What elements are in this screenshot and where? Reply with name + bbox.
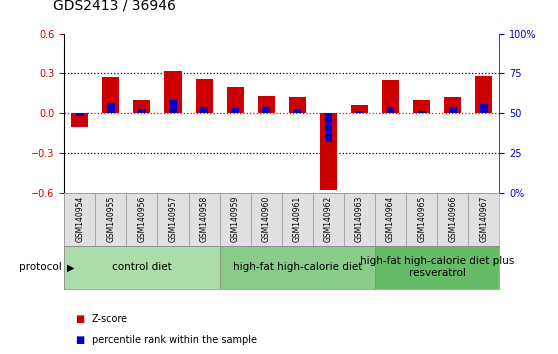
Bar xyxy=(375,246,499,289)
Bar xyxy=(71,113,88,127)
Text: GSM140964: GSM140964 xyxy=(386,195,395,242)
Bar xyxy=(289,97,306,113)
Bar xyxy=(355,110,363,113)
Text: GSM140963: GSM140963 xyxy=(355,195,364,242)
Bar xyxy=(220,246,375,289)
Bar xyxy=(64,246,220,289)
Bar xyxy=(382,80,399,113)
Bar xyxy=(138,109,146,113)
Text: GSM140957: GSM140957 xyxy=(169,195,177,242)
Text: ■: ■ xyxy=(75,314,85,324)
Text: ▶: ▶ xyxy=(67,262,74,272)
Bar xyxy=(195,79,213,113)
Text: percentile rank within the sample: percentile rank within the sample xyxy=(92,335,257,345)
Bar xyxy=(107,103,114,113)
Bar xyxy=(480,104,488,113)
Bar xyxy=(406,193,437,246)
Text: protocol: protocol xyxy=(18,262,61,272)
Text: GSM140962: GSM140962 xyxy=(324,195,333,241)
Bar xyxy=(157,193,189,246)
Bar xyxy=(126,193,157,246)
Bar xyxy=(76,113,84,116)
Bar xyxy=(165,71,181,113)
Bar xyxy=(294,109,301,113)
Text: GSM140955: GSM140955 xyxy=(107,195,116,242)
Bar xyxy=(251,193,282,246)
Bar xyxy=(95,193,126,246)
Text: GSM140967: GSM140967 xyxy=(479,195,488,242)
Bar xyxy=(320,113,337,190)
Bar xyxy=(262,107,270,113)
Bar xyxy=(227,87,244,113)
Bar xyxy=(475,76,492,113)
Text: GSM140960: GSM140960 xyxy=(262,195,271,242)
Text: GSM140961: GSM140961 xyxy=(293,195,302,241)
Bar xyxy=(344,193,375,246)
Bar xyxy=(169,100,177,113)
Text: high-fat high-calorie diet: high-fat high-calorie diet xyxy=(233,262,362,272)
Text: GDS2413 / 36946: GDS2413 / 36946 xyxy=(53,0,176,12)
Bar xyxy=(102,78,119,113)
Text: high-fat high-calorie diet plus
resveratrol: high-fat high-calorie diet plus resverat… xyxy=(360,256,514,278)
Bar xyxy=(468,193,499,246)
Text: GSM140956: GSM140956 xyxy=(137,195,146,242)
Bar xyxy=(313,193,344,246)
Text: GSM140965: GSM140965 xyxy=(417,195,426,242)
Bar xyxy=(258,96,275,113)
Bar xyxy=(200,107,208,113)
Bar xyxy=(282,193,313,246)
Text: ■: ■ xyxy=(75,335,85,345)
Text: GSM140966: GSM140966 xyxy=(448,195,457,242)
Text: control diet: control diet xyxy=(112,262,172,272)
Bar xyxy=(387,107,395,113)
Bar xyxy=(325,113,332,143)
Text: GSM140958: GSM140958 xyxy=(200,195,209,241)
Bar xyxy=(220,193,251,246)
Text: GSM140959: GSM140959 xyxy=(230,195,239,242)
Bar xyxy=(444,97,461,113)
Bar xyxy=(351,105,368,113)
Bar xyxy=(437,193,468,246)
Bar xyxy=(64,193,95,246)
Text: GSM140954: GSM140954 xyxy=(75,195,84,242)
Bar xyxy=(232,108,239,113)
Bar xyxy=(449,107,456,113)
Bar xyxy=(189,193,220,246)
Bar xyxy=(133,100,151,113)
Bar xyxy=(375,193,406,246)
Bar xyxy=(418,110,426,113)
Text: Z-score: Z-score xyxy=(92,314,128,324)
Bar xyxy=(413,100,430,113)
